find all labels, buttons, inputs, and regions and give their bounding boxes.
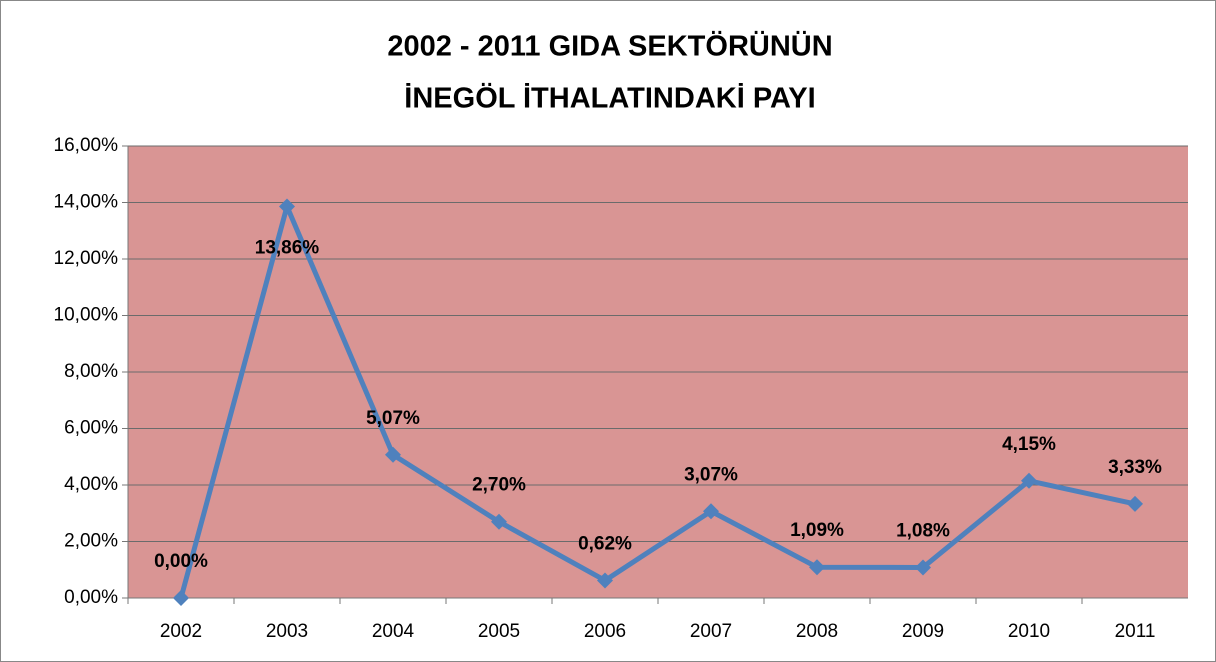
value-label: 3,33%	[1108, 457, 1162, 478]
x-tick-label: 2008	[796, 621, 838, 642]
y-tick-label: 14,00%	[54, 192, 119, 213]
x-tick-label: 2011	[1115, 621, 1156, 642]
x-tick-label: 2007	[690, 621, 732, 642]
marker	[1127, 495, 1143, 512]
value-label: 2,70%	[472, 475, 526, 496]
value-label: 0,62%	[578, 534, 632, 555]
x-tick-label: 2006	[584, 621, 626, 642]
marker	[173, 590, 189, 606]
y-tick-label: 4,00%	[64, 474, 118, 495]
x-tick-label: 2002	[160, 621, 202, 642]
value-label: 0,00%	[154, 551, 208, 572]
y-tick-label: 8,00%	[64, 361, 118, 382]
marker	[915, 559, 931, 576]
value-label: 13,86%	[255, 237, 320, 258]
y-tick-label: 16,00%	[54, 135, 119, 156]
marker	[809, 559, 825, 576]
x-tick-label: 2009	[902, 621, 944, 642]
y-tick-label: 10,00%	[54, 305, 119, 326]
marker	[597, 572, 613, 589]
x-tick-label: 2010	[1008, 621, 1050, 642]
value-label: 1,09%	[790, 520, 844, 541]
value-label: 1,08%	[896, 521, 950, 542]
value-label: 4,15%	[1002, 434, 1056, 455]
value-label: 3,07%	[684, 464, 738, 485]
y-tick-label: 12,00%	[54, 248, 119, 269]
line	[178, 203, 1136, 599]
x-tick-label: 2004	[372, 621, 415, 642]
marker	[703, 503, 719, 520]
marker	[491, 513, 507, 530]
y-tick-label: 6,00%	[64, 418, 118, 439]
marker	[385, 446, 401, 463]
marker	[279, 198, 295, 215]
y-tick-label: 2,00%	[64, 531, 118, 552]
chart-title: İNEGÖL İTHALATINDAKİ PAYI	[404, 82, 815, 115]
chart-title: 2002 - 2011 GIDA SEKTÖRÜNÜN	[387, 30, 832, 63]
value-label: 5,07%	[366, 408, 420, 429]
marker	[1021, 472, 1037, 489]
x-tick-label: 2005	[478, 621, 520, 642]
y-tick-label: 0,00%	[64, 587, 118, 608]
x-tick-label: 2003	[266, 621, 308, 642]
